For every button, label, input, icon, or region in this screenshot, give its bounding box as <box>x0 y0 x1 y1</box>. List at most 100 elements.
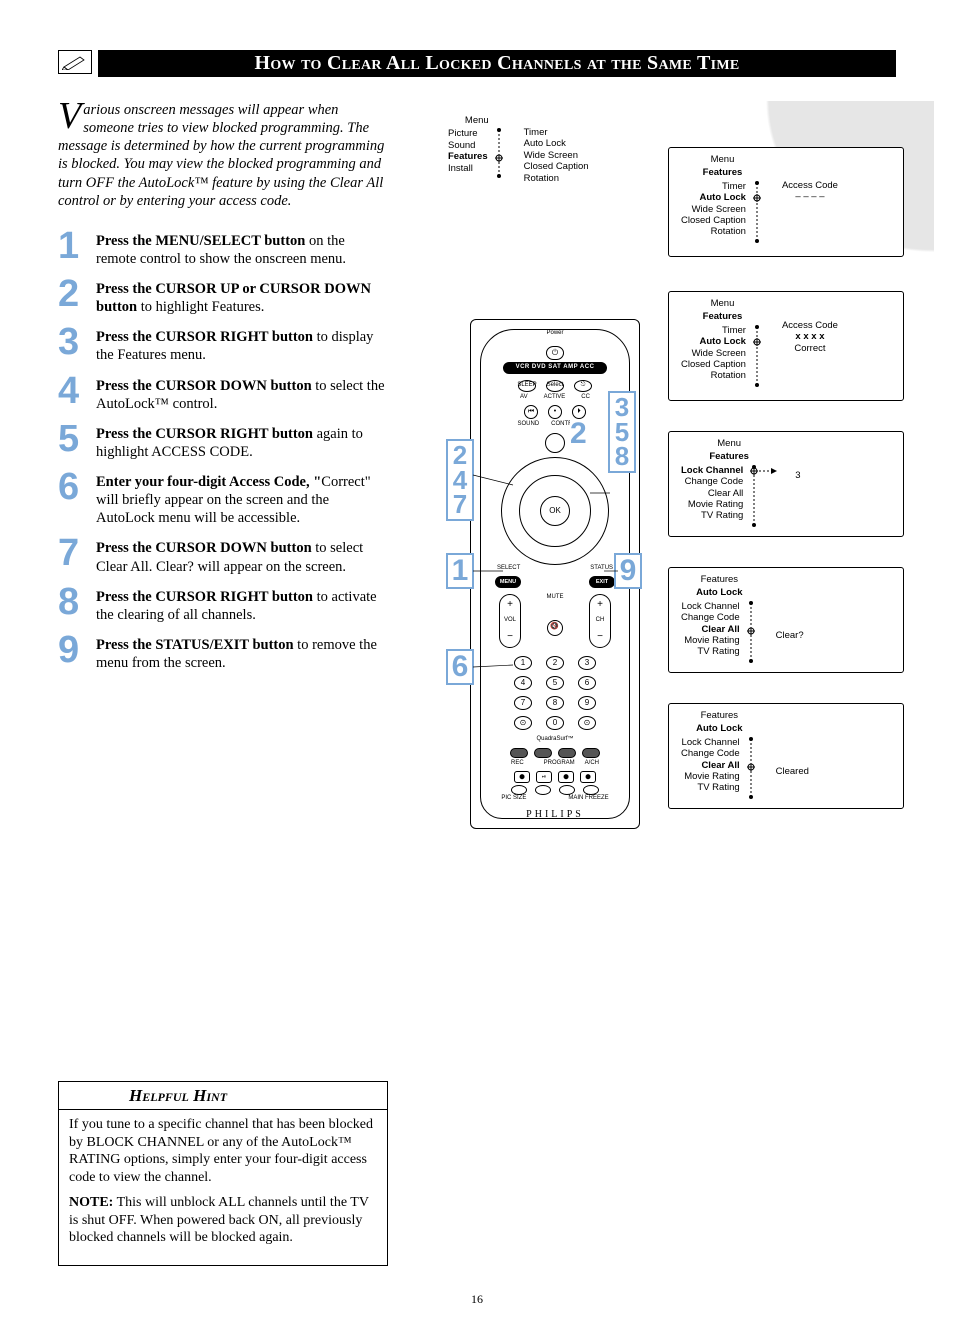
osd-item-selected: Features <box>448 151 488 162</box>
sub-label: CC <box>581 394 590 402</box>
step-9: 9Press the STATUS/EXIT button to remove … <box>58 634 388 672</box>
callout-digit: 3 <box>615 395 629 420</box>
step-bold: Press the CURSOR RIGHT button <box>96 426 313 442</box>
osd-sub: Auto Lock <box>696 587 742 598</box>
bottom-btn: ⬤ <box>580 771 596 783</box>
sub-label: AV <box>520 394 528 402</box>
oval-btn <box>511 785 527 795</box>
step-num: 8 <box>58 586 96 618</box>
sub-label: PROGRAM <box>544 760 575 768</box>
hint-p2-text: This will unblock ALL channels until the… <box>69 1195 369 1245</box>
callout-3-5-8: 3 5 8 <box>608 391 636 473</box>
vol-rocker: +VOL− <box>499 594 521 648</box>
keypad: 123 456 789 ⊙0⊙ <box>507 656 603 730</box>
select-button: Select <box>546 380 564 392</box>
ch-label: CH <box>596 617 605 625</box>
step-num: 1 <box>58 230 96 262</box>
step-bold: Press the CURSOR DOWN button <box>96 378 312 394</box>
osd-right-label: Access Code <box>782 320 838 331</box>
mode-bar: VCR DVD SAT AMP ACC <box>503 362 607 374</box>
page-number: 16 <box>58 1292 896 1307</box>
step-num: 6 <box>58 471 96 503</box>
step-5: 5Press the CURSOR RIGHT button again to … <box>58 423 388 461</box>
dropcap: V <box>58 101 83 131</box>
osd-item-selected: Auto Lock <box>681 336 746 347</box>
stop-icon: • <box>548 405 562 419</box>
osd-title: Features <box>701 710 739 721</box>
num-2: 2 <box>546 656 564 670</box>
step-4: 4Press the CURSOR DOWN button to select … <box>58 375 388 413</box>
osd-box-2: Menu Features Timer Auto Lock Wide Scree… <box>668 147 904 257</box>
num-6: 6 <box>578 676 596 690</box>
quadrasurf-row <box>481 748 629 758</box>
osd-item: Wide Screen <box>681 204 746 215</box>
header-row: How to Clear All Locked Channels at the … <box>58 50 896 77</box>
ok-button: OK <box>540 496 570 526</box>
callout-digit: 2 <box>453 443 467 468</box>
osd-box-6: Features Auto Lock Lock Channel Change C… <box>668 703 904 809</box>
bottom-btn: ⏯ <box>536 771 552 783</box>
osd-box-4: Menu Features Lock Channel Change Code C… <box>668 431 904 537</box>
osd-title: Menu <box>465 115 489 126</box>
num-9: 9 <box>578 696 596 710</box>
osd-item: Install <box>448 163 488 174</box>
intro-paragraph: Various onscreen messages will appear wh… <box>58 101 388 210</box>
right-column: Menu Picture Sound Features Install <box>408 101 908 871</box>
osd-panel-1: Menu Picture Sound Features Install <box>448 115 589 184</box>
osd-item: TV Rating <box>681 782 740 793</box>
osd-item: Picture <box>448 128 488 139</box>
step-7: 7Press the CURSOR DOWN button to select … <box>58 537 388 575</box>
osd-right-label: Access Code <box>782 180 838 191</box>
pencil-icon <box>58 50 92 74</box>
callout-6: 6 <box>446 649 474 685</box>
osd-item: Wide Screen <box>524 150 589 161</box>
step-bold: Press the MENU/SELECT button <box>96 233 305 249</box>
step-num: 5 <box>58 423 96 455</box>
mute-label: MUTE <box>547 594 564 602</box>
step-bold: Enter your four-digit Access Code, " <box>96 474 321 490</box>
osd-item: Timer <box>681 181 746 192</box>
num-7: 7 <box>514 696 532 710</box>
sub-label: ACTIVE <box>544 394 566 402</box>
osd-item: Lock Channel <box>681 737 740 748</box>
osd-item: TV Rating <box>681 646 740 657</box>
osd-box-5: Features Auto Lock Lock Channel Change C… <box>668 567 904 673</box>
osd-title: Menu <box>711 298 735 309</box>
osd-item: Change Code <box>681 748 740 759</box>
osd-title: Menu <box>717 438 741 449</box>
osd-sub: Features <box>709 451 749 462</box>
osd-item: Rotation <box>681 370 746 381</box>
osd-item: Timer <box>524 127 589 138</box>
left-column: Various onscreen messages will appear wh… <box>58 101 388 871</box>
osd-item-selected: Lock Channel <box>681 465 743 476</box>
hint-p1: If you tune to a specific channel that h… <box>69 1116 377 1186</box>
diagram: Menu Picture Sound Features Install <box>408 101 908 871</box>
osd-item: Timer <box>681 325 746 336</box>
num-ext1: ⊙ <box>514 716 532 730</box>
step-6: 6Enter your four-digit Access Code, "Cor… <box>58 471 388 527</box>
osd-right-value: Correct <box>794 343 825 354</box>
intro-text: arious onscreen messages will appear whe… <box>58 102 384 209</box>
callout-mid-2: 2 <box>570 419 587 449</box>
osd-list: Picture Sound Features Install <box>448 128 488 178</box>
brand-label: PHILIPS <box>481 809 629 820</box>
callout-1: 1 <box>446 553 474 589</box>
osd-list: Timer Auto Lock Wide Screen Closed Capti… <box>524 127 589 184</box>
exit-button: EXIT <box>589 576 615 588</box>
num-3: 3 <box>578 656 596 670</box>
num-4: 4 <box>514 676 532 690</box>
sub-label: SOUND <box>517 421 539 429</box>
step-num: 9 <box>58 634 96 666</box>
hint-title: Helpful Hint <box>59 1082 387 1110</box>
osd-item: Closed Caption <box>681 215 746 226</box>
callout-digit: 7 <box>453 492 467 517</box>
osd-item: Clear All <box>681 488 743 499</box>
step-8: 8Press the CURSOR RIGHT button to activa… <box>58 586 388 624</box>
ch-rocker: +CH− <box>589 594 611 648</box>
step-2: 2Press the CURSOR UP or CURSOR DOWN butt… <box>58 278 388 316</box>
power-button: ⏻ <box>546 346 564 360</box>
osd-item: Auto Lock <box>524 138 589 149</box>
osd-sub: Auto Lock <box>696 723 742 734</box>
step-num: 7 <box>58 537 96 569</box>
step-bold: Press the CURSOR RIGHT button <box>96 589 313 605</box>
